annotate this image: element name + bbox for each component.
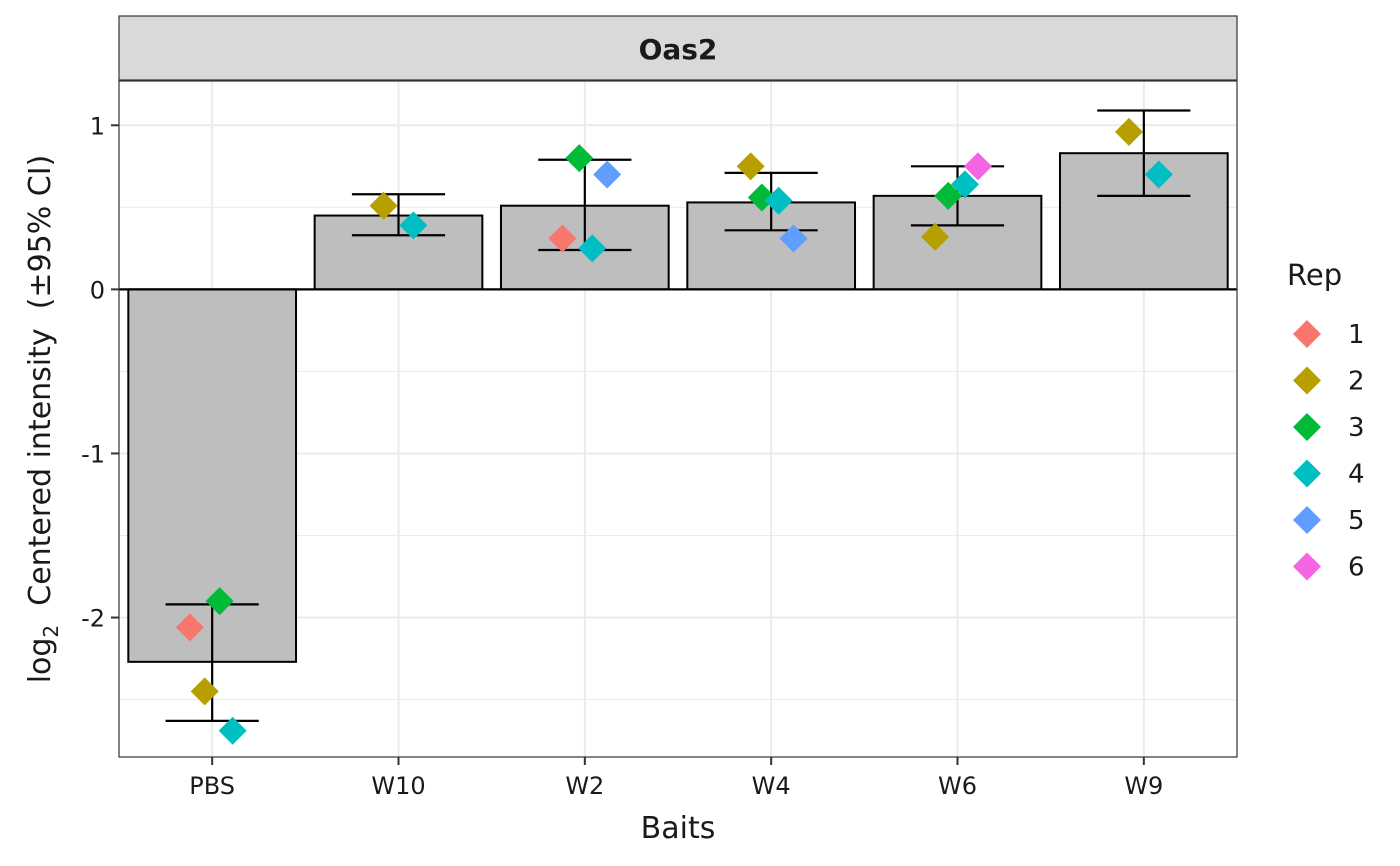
facet-strip xyxy=(118,15,1238,81)
legend-entries: 1 2 3 4 5 6 xyxy=(1293,320,1365,583)
error-bars-layer xyxy=(165,109,1191,723)
plot-panel-background xyxy=(119,81,1237,757)
legend-entry-4: 4 xyxy=(1293,459,1365,490)
legend-key-diamond xyxy=(1293,320,1321,348)
legend-entry-label: 5 xyxy=(1348,506,1365,536)
legend-entry-2: 2 xyxy=(1293,366,1365,397)
point-w2-rep-3 xyxy=(565,144,594,173)
points-layer xyxy=(175,117,1173,745)
x-tick-label: W9 xyxy=(1124,772,1163,800)
point-pbs-rep-3 xyxy=(205,587,234,616)
point-w2-rep-4 xyxy=(578,234,607,263)
point-w2-rep-1 xyxy=(548,224,577,253)
plot-panel-border xyxy=(118,80,1238,758)
x-tick-label: W6 xyxy=(938,772,977,800)
y-tick-label: 1 xyxy=(90,112,105,140)
x-tick-label: W10 xyxy=(371,772,425,800)
x-axis: PBS W10 W2 W4 W6 W9 xyxy=(189,757,1163,800)
point-w6-rep-4 xyxy=(950,170,979,199)
legend-entry-label: 3 xyxy=(1348,413,1365,443)
legend-key-diamond xyxy=(1293,506,1321,534)
point-w10-rep-4 xyxy=(399,211,428,240)
y-axis-title: log2 Centered intensity (±95% CI) xyxy=(23,155,63,684)
point-w2-rep-5 xyxy=(593,160,622,189)
y-axis: 1 0 -1 -2 xyxy=(81,112,119,633)
x-axis-title: Baits xyxy=(641,811,716,846)
legend-entry-label: 6 xyxy=(1348,553,1365,583)
legend-entry-6: 6 xyxy=(1293,552,1365,583)
error-bar-w9 xyxy=(1097,109,1191,197)
y-axis-title-rest: Centered intensity (±95% CI) xyxy=(23,155,58,625)
y-tick-label: 0 xyxy=(90,276,105,304)
error-bar-w10 xyxy=(351,193,446,237)
point-pbs-rep-2 xyxy=(190,677,219,706)
legend-key-diamond xyxy=(1293,366,1321,395)
x-tick-label: W4 xyxy=(752,772,791,800)
legend: Rep 1 2 3 4 5 6 xyxy=(1287,258,1365,583)
y-tick-label: -2 xyxy=(81,605,105,633)
legend-entry-label: 2 xyxy=(1348,367,1365,397)
y-tick-label: -1 xyxy=(81,440,105,468)
legend-title: Rep xyxy=(1287,258,1342,292)
legend-entry-1: 1 xyxy=(1293,320,1365,350)
legend-entry-label: 1 xyxy=(1348,320,1365,350)
legend-entry-5: 5 xyxy=(1293,506,1365,536)
point-pbs-rep-4 xyxy=(218,716,247,745)
point-w10-rep-2 xyxy=(369,191,398,220)
point-w9-rep-4 xyxy=(1144,160,1173,189)
facet-title: Oas2 xyxy=(639,33,718,66)
legend-key-diamond xyxy=(1293,413,1321,441)
point-w6-rep-6 xyxy=(963,152,992,181)
point-w6-rep-2 xyxy=(921,222,950,251)
point-w6-rep-3 xyxy=(934,181,963,210)
point-w4-rep-4 xyxy=(764,186,793,215)
legend-key-diamond xyxy=(1293,459,1321,488)
y-axis-title-subscript: 2 xyxy=(39,625,63,638)
point-w4-rep-2 xyxy=(736,152,765,181)
x-tick-label: W2 xyxy=(565,772,604,800)
legend-entry-3: 3 xyxy=(1293,413,1365,443)
point-w4-rep-5 xyxy=(779,224,808,253)
x-tick-label: PBS xyxy=(189,772,235,800)
point-pbs-rep-1 xyxy=(175,613,204,642)
legend-entry-label: 4 xyxy=(1348,460,1365,490)
point-w9-rep-2 xyxy=(1114,117,1143,146)
y-axis-title-log: log xyxy=(23,638,58,684)
legend-key-diamond xyxy=(1293,552,1321,581)
